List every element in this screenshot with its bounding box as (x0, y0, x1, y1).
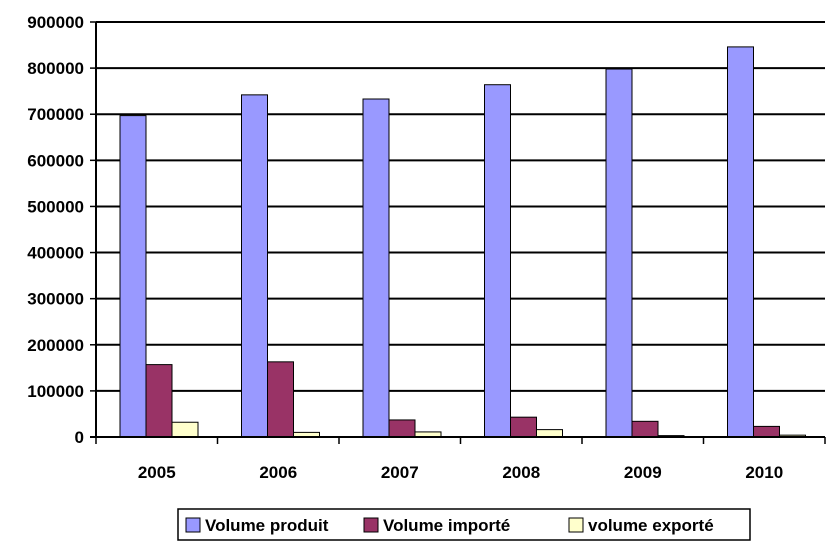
legend-label: volume exporté (588, 516, 714, 535)
x-tick-label: 2009 (624, 463, 662, 482)
y-tick-label: 500000 (27, 197, 84, 216)
axes (90, 21, 826, 444)
legend-swatch (363, 517, 379, 533)
bar-volume-import-2005 (145, 364, 173, 438)
y-tick-label: 400000 (27, 244, 84, 263)
bar-volume-import-2006 (267, 361, 294, 438)
bar-volume-import-2009 (631, 420, 659, 438)
x-tick-label: 2007 (381, 463, 419, 482)
bar-volume-produit-2007 (362, 98, 390, 438)
bars (119, 46, 806, 438)
bar-volume-produit-2005 (119, 115, 147, 438)
gridlines (96, 21, 825, 392)
legend: Volume produit Volume importé volume expor… (177, 508, 751, 541)
y-tick-label: 800000 (27, 59, 84, 78)
bar-volume-import-2007 (388, 419, 416, 438)
bar-volume-export-2005 (171, 421, 199, 438)
x-tick-label: 2008 (502, 463, 540, 482)
legend-label: Volume produit (205, 516, 329, 535)
x-tick-label: 2005 (138, 463, 176, 482)
legend-box (177, 508, 751, 541)
legend-swatch (185, 517, 201, 533)
bar-volume-produit-2008 (484, 84, 511, 438)
y-axis-tick-labels: 0 100000 200000 300000 400000 500000 600000 700… (27, 13, 84, 447)
x-tick-label: 2006 (259, 463, 297, 482)
bar-volume-export-2008 (536, 429, 563, 438)
y-tick-label: 900000 (27, 13, 84, 32)
y-tick-label: 700000 (27, 105, 84, 124)
y-tick-label: 0 (75, 428, 84, 447)
x-axis-tick-labels: 2005 2006 2007 2008 2009 2010 (138, 463, 783, 482)
y-tick-label: 300000 (27, 290, 84, 309)
bar-volume-produit-2010 (727, 46, 754, 438)
y-tick-label: 600000 (27, 151, 84, 170)
legend-swatch (568, 517, 584, 533)
legend-label: Volume importé (383, 516, 510, 535)
x-tick-label: 2010 (745, 463, 783, 482)
bar-volume-import-2008 (510, 416, 537, 438)
bar-volume-import-2010 (753, 425, 780, 438)
bar-volume-produit-2006 (241, 94, 268, 438)
y-tick-label: 200000 (27, 336, 84, 355)
y-tick-label: 100000 (27, 382, 84, 401)
bar-volume-produit-2009 (605, 68, 633, 438)
